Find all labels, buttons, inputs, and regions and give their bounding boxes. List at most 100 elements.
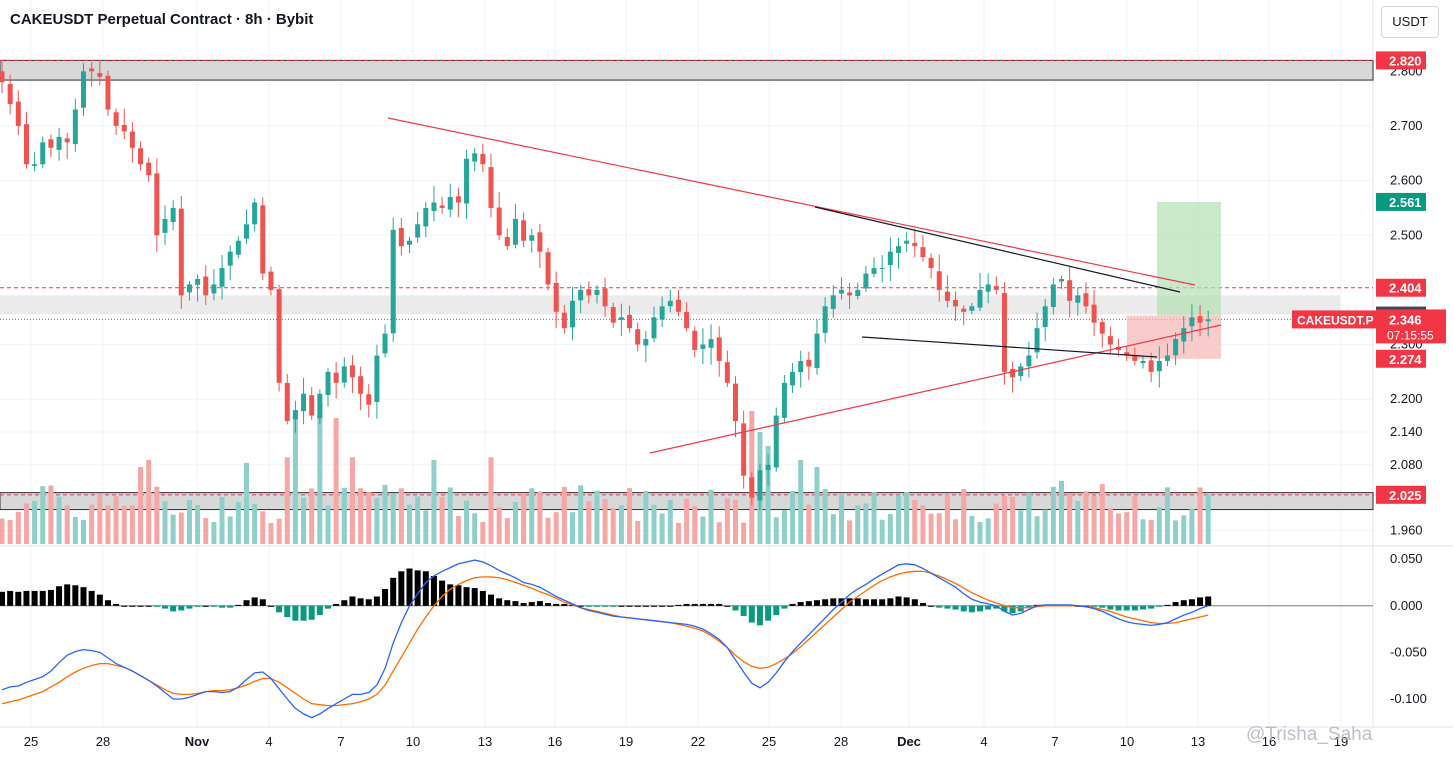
- currency-button[interactable]: USDT: [1381, 6, 1439, 38]
- volume-bar: [455, 516, 461, 544]
- candle: [570, 300, 575, 328]
- macd-histogram-bar: [398, 571, 405, 606]
- candle: [961, 308, 967, 312]
- macd-histogram-bar: [805, 601, 812, 606]
- volume-bar: [692, 506, 698, 544]
- macd-histogram-bar: [708, 603, 715, 606]
- macd-histogram-bar: [610, 605, 617, 607]
- volume-bar: [814, 467, 820, 544]
- volume-bar: [292, 411, 298, 544]
- candle: [113, 112, 119, 126]
- volume-bar: [969, 515, 975, 544]
- volume-bar: [423, 510, 429, 544]
- volume-bar: [227, 516, 233, 544]
- macd-histogram-bar: [488, 594, 494, 606]
- macd-histogram-bar: [871, 599, 878, 606]
- candle: [1148, 360, 1154, 372]
- candle: [366, 394, 372, 405]
- candle: [822, 306, 828, 333]
- volume-bar: [716, 522, 722, 544]
- volume-bar: [977, 522, 983, 544]
- macd-tick-label: 0.050: [1390, 551, 1423, 566]
- macd-histogram-bar: [349, 596, 356, 606]
- candle: [798, 360, 804, 373]
- candle: [23, 124, 29, 165]
- candle: [871, 268, 877, 274]
- candle: [390, 229, 396, 334]
- macd-histogram-bar: [178, 605, 185, 611]
- macd-tick-label: -0.050: [1390, 644, 1427, 659]
- candle: [309, 395, 315, 416]
- macd-histogram-bar: [455, 585, 462, 606]
- volume-bar: [1189, 509, 1195, 544]
- price-label-box: [1376, 349, 1426, 368]
- macd-histogram-bar: [1025, 605, 1032, 608]
- time-axis: 25 28 Nov 4 7 10 13 16 19 22 25 28 Dec 4 7 10 13 16 19: [24, 734, 1348, 749]
- candle: [675, 299, 681, 312]
- candle: [455, 196, 461, 203]
- volume-bar: [244, 462, 249, 544]
- candle: [512, 218, 518, 245]
- macd-histogram-bar: [887, 598, 894, 606]
- candle: [260, 205, 266, 274]
- volume-bar: [545, 517, 551, 544]
- price-tick-label: 2.500: [1390, 227, 1423, 242]
- volume-bar: [879, 519, 885, 544]
- price-label-box: [1376, 485, 1426, 504]
- candle: [301, 393, 307, 412]
- macd-histogram-bar: [895, 596, 902, 606]
- macd-histogram-bar: [536, 601, 543, 606]
- last-price-text: 2.346: [1389, 312, 1422, 327]
- macd-histogram-bar: [31, 590, 38, 606]
- macd-histogram-bar: [227, 605, 234, 608]
- candle: [553, 282, 559, 312]
- candle: [186, 284, 192, 293]
- volume-bar: [847, 520, 853, 544]
- macd-line: [1, 559, 1209, 719]
- volume-bar: [89, 504, 95, 544]
- macd-histogram-bar: [373, 596, 380, 606]
- candle: [716, 337, 722, 361]
- candle: [472, 153, 478, 162]
- volume-bar: [1124, 512, 1130, 544]
- macd-histogram-bar: [0, 591, 5, 606]
- time-tick-label: 16: [1262, 734, 1276, 749]
- volume-bar: [186, 500, 192, 544]
- macd-histogram-bar: [797, 602, 804, 606]
- volume-bar: [260, 511, 266, 544]
- volume-bar: [64, 505, 70, 544]
- candle: [659, 306, 665, 320]
- volume-bar: [537, 491, 543, 544]
- ascending-trendline: [649, 324, 1222, 454]
- candle: [847, 292, 853, 296]
- macd-histogram-bar: [1164, 604, 1171, 606]
- volume-bar: [48, 485, 54, 544]
- volume-bar: [1050, 486, 1056, 544]
- volume-bar: [871, 492, 877, 544]
- macd-histogram-bar: [47, 589, 54, 606]
- volume-bar: [781, 510, 787, 544]
- volume-bar: [1075, 501, 1081, 544]
- macd-histogram-bar: [1131, 605, 1138, 611]
- candle: [700, 344, 706, 349]
- volume-bar: [317, 404, 323, 544]
- volume-bar: [733, 499, 738, 544]
- macd-histogram-bar: [960, 605, 967, 612]
- candle: [733, 383, 738, 422]
- candle: [830, 295, 836, 309]
- macd-histogram-bar: [919, 603, 926, 606]
- volume-bar: [447, 487, 453, 544]
- macd-histogram-bar: [276, 605, 283, 613]
- macd-histogram-bar: [504, 600, 511, 606]
- candle: [1173, 339, 1179, 356]
- candle: [790, 371, 796, 386]
- volume-bar: [602, 499, 608, 544]
- price-label-text: 2.561: [1389, 195, 1422, 210]
- volume-bar: [741, 522, 747, 544]
- candle: [447, 197, 453, 210]
- volume-bar: [398, 488, 404, 544]
- macd-histogram-bar: [235, 604, 242, 606]
- candle: [1107, 336, 1113, 345]
- candle: [1164, 355, 1170, 361]
